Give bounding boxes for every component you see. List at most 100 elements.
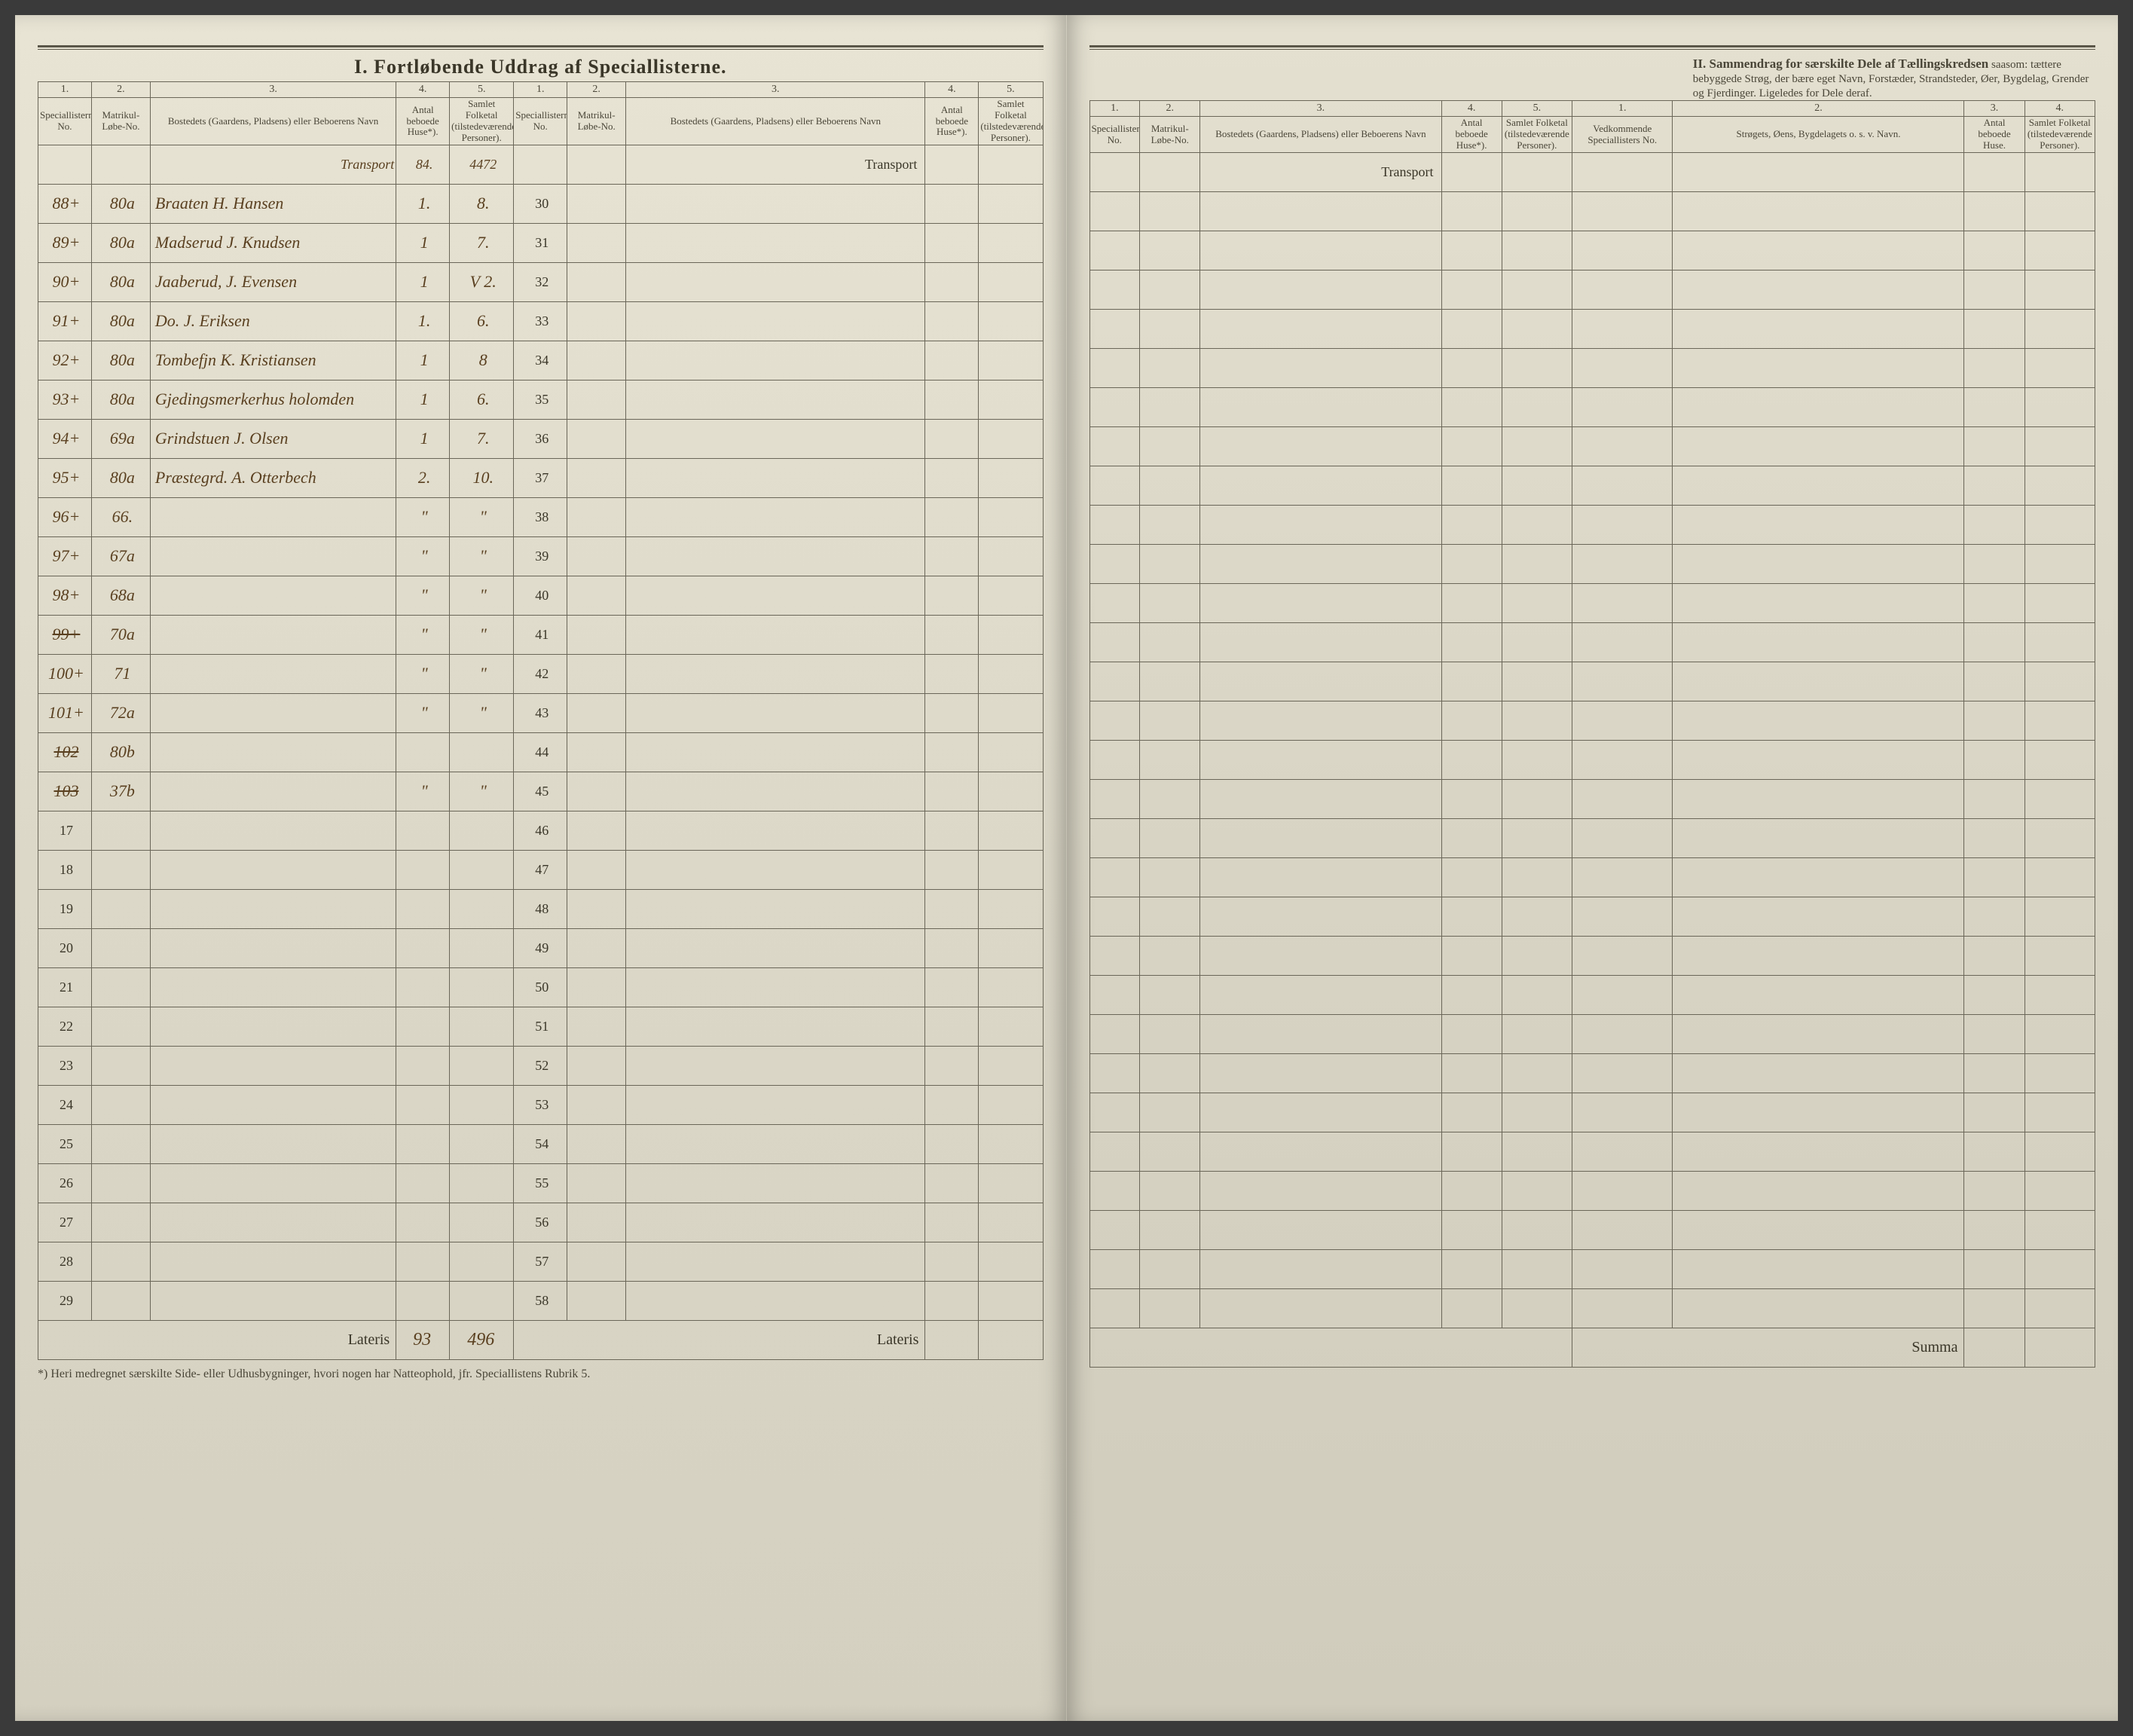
cell-empty xyxy=(567,1085,626,1124)
transport-row: Transport xyxy=(1089,153,2095,192)
cell-empty xyxy=(567,889,626,928)
cell-houses: 1 xyxy=(396,341,450,380)
cell-persons: " xyxy=(450,654,514,693)
cell-empty xyxy=(925,536,979,576)
cell-rn: 49 xyxy=(514,928,567,967)
cell-empty xyxy=(925,223,979,262)
table-row: 91+80aDo. J. Eriksen1.6.33 xyxy=(38,301,1044,341)
cell-empty xyxy=(626,262,925,301)
cell-matrikul: 80a xyxy=(91,380,150,419)
cell-no: 19 xyxy=(38,889,92,928)
cell-empty xyxy=(567,654,626,693)
cell-houses: " xyxy=(396,654,450,693)
cell-empty xyxy=(626,536,925,576)
cell-persons xyxy=(450,1163,514,1203)
cell-empty xyxy=(626,732,925,772)
cell-houses xyxy=(396,967,450,1007)
cell-empty xyxy=(979,301,1043,341)
cell-no: 90+ xyxy=(38,262,92,301)
cell-houses xyxy=(396,889,450,928)
cell-empty xyxy=(626,184,925,223)
cell-matrikul xyxy=(91,1203,150,1242)
table-row: 2756 xyxy=(38,1203,1044,1242)
col-num: 5. xyxy=(450,82,514,98)
cell-persons xyxy=(450,811,514,850)
cell-name xyxy=(150,811,396,850)
col-num: 3. xyxy=(626,82,925,98)
cell-no: 88+ xyxy=(38,184,92,223)
col-num: 5. xyxy=(1502,101,1572,117)
cell-empty xyxy=(626,889,925,928)
col-header: Antal beboede Huse. xyxy=(1964,117,2025,153)
cell-no: 17 xyxy=(38,811,92,850)
cell-empty xyxy=(979,1124,1043,1163)
cell-empty xyxy=(626,1163,925,1203)
cell-name: Grindstuen J. Olsen xyxy=(150,419,396,458)
cell-empty xyxy=(925,811,979,850)
cell-empty xyxy=(626,928,925,967)
cell-empty xyxy=(979,497,1043,536)
cell-matrikul xyxy=(91,1007,150,1046)
cell-no: 96+ xyxy=(38,497,92,536)
cell-empty xyxy=(567,1281,626,1320)
cell-no: 89+ xyxy=(38,223,92,262)
cell-empty xyxy=(925,889,979,928)
cell-name: Præstegrd. A. Otterbech xyxy=(150,458,396,497)
cell-name xyxy=(150,850,396,889)
cell-no: 101+ xyxy=(38,693,92,732)
table-row xyxy=(1089,1132,2095,1172)
cell-matrikul: 66. xyxy=(91,497,150,536)
table-right-header: 1. 2. 3. 4. 5. 1. 2. 3. 4. Speciallister… xyxy=(1089,101,2095,153)
cell-houses xyxy=(396,1124,450,1163)
cell-name: Jaaberud, J. Evensen xyxy=(150,262,396,301)
cell-empty xyxy=(567,419,626,458)
cell-empty xyxy=(979,458,1043,497)
table-right-body: Transport xyxy=(1089,153,2095,1328)
cell-empty xyxy=(567,341,626,380)
cell-empty xyxy=(979,811,1043,850)
cell-empty xyxy=(925,341,979,380)
left-page: I. Fortløbende Uddrag af Speciallisterne… xyxy=(15,15,1067,1721)
right-page-header: II. Sammendrag for særskilte Dele af Tæl… xyxy=(1089,56,2096,100)
table-row: 2453 xyxy=(38,1085,1044,1124)
cell-name xyxy=(150,1281,396,1320)
cell-matrikul: 80a xyxy=(91,223,150,262)
cell-empty xyxy=(979,772,1043,811)
cell-persons xyxy=(450,928,514,967)
table-row xyxy=(1089,1289,2095,1328)
table-row xyxy=(1089,310,2095,349)
table-row xyxy=(1089,1211,2095,1250)
cell-empty xyxy=(979,262,1043,301)
table-row: 2251 xyxy=(38,1007,1044,1046)
table-row xyxy=(1089,192,2095,231)
cell-matrikul xyxy=(91,1124,150,1163)
table-row: 94+69aGrindstuen J. Olsen17.36 xyxy=(38,419,1044,458)
col-header: Strøgets, Øens, Bygdelagets o. s. v. Nav… xyxy=(1673,117,1964,153)
table-row: 88+80aBraaten H. Hansen1.8.30 xyxy=(38,184,1044,223)
table-row: 2655 xyxy=(38,1163,1044,1203)
cell-empty xyxy=(626,850,925,889)
cell-empty xyxy=(979,967,1043,1007)
cell-name xyxy=(150,772,396,811)
cell-rn: 34 xyxy=(514,341,567,380)
cell-empty xyxy=(925,1085,979,1124)
table-row: 1847 xyxy=(38,850,1044,889)
cell-persons: " xyxy=(450,536,514,576)
cell-rn: 52 xyxy=(514,1046,567,1085)
cell-empty xyxy=(925,1007,979,1046)
cell-persons: 6. xyxy=(450,301,514,341)
table-row xyxy=(1089,584,2095,623)
cell-no: 93+ xyxy=(38,380,92,419)
cell-houses: " xyxy=(396,615,450,654)
cell-empty xyxy=(626,654,925,693)
table-row xyxy=(1089,741,2095,780)
cell-empty xyxy=(567,458,626,497)
table-row xyxy=(1089,1172,2095,1211)
cell-matrikul xyxy=(91,1242,150,1281)
col-num: 2. xyxy=(567,82,626,98)
cell-no: 91+ xyxy=(38,301,92,341)
cell-empty xyxy=(925,850,979,889)
cell-persons: " xyxy=(450,615,514,654)
cell-empty xyxy=(925,497,979,536)
table-I-header: 1. 2. 3. 4. 5. 1. 2. 3. 4. 5. Speciallis… xyxy=(38,82,1044,145)
